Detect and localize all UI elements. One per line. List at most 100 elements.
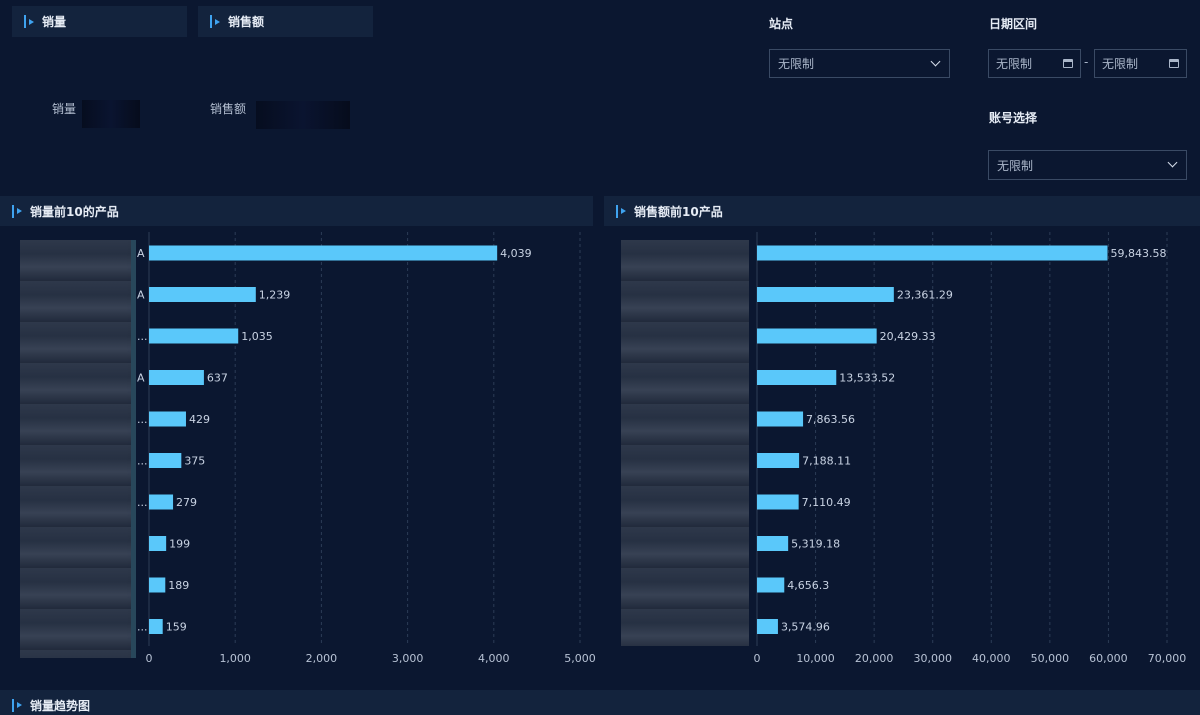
top-amount-bar-chart: 0 10,000 20,000 30,000 40,000 50,000 60,000 70,… <box>754 232 1187 665</box>
bar-value-label: 375 <box>184 455 205 468</box>
x-tick-label: 1,000 <box>219 652 251 665</box>
bar <box>757 328 877 344</box>
section-marker-icon <box>12 698 22 712</box>
category-label-suffix: ... <box>137 455 148 468</box>
account-select[interactable]: 无限制 <box>988 150 1187 180</box>
bar <box>757 494 799 510</box>
x-tick-label: 60,000 <box>1089 652 1128 665</box>
bar <box>149 287 256 302</box>
bar-value-label: 159 <box>166 621 187 634</box>
bar-value-label: 7,863.56 <box>806 413 855 426</box>
x-tick-label: 70,000 <box>1148 652 1187 665</box>
top-volume-bar-chart: 0 1,000 2,000 3,000 4,000 5,000 4,039 A 1,239 A 1,… <box>137 232 596 665</box>
bar-value-label: 429 <box>189 413 210 426</box>
bar-value-label: 1,239 <box>259 289 291 302</box>
bar-value-label: 7,110.49 <box>802 496 851 509</box>
bar-value-label: 13,533.52 <box>839 372 895 385</box>
bar-value-label: 59,843.58 <box>1111 247 1167 260</box>
section-trend-header: 销量趋势图 <box>0 690 1200 715</box>
date-separator: - <box>1084 55 1089 69</box>
bar <box>757 245 1108 261</box>
bar-value-label: 20,429.33 <box>880 330 936 343</box>
date-start-input[interactable]: 无限制 <box>988 49 1081 78</box>
tab-sales-volume[interactable]: 销量 <box>12 6 187 37</box>
date-end-input[interactable]: 无限制 <box>1094 49 1187 78</box>
section-top-amount-header: 销售额前10产品 <box>604 196 1200 226</box>
chevron-down-icon <box>1167 157 1178 168</box>
x-tick-label: 3,000 <box>392 652 424 665</box>
bar-value-label: 4,656.3 <box>787 579 829 592</box>
bar <box>149 370 204 385</box>
bar-value-label: 189 <box>168 579 189 592</box>
x-tick-label: 20,000 <box>855 652 894 665</box>
category-label-suffix: ... <box>137 621 148 634</box>
bar <box>757 577 785 593</box>
bar <box>757 411 804 427</box>
bar <box>149 328 239 344</box>
bar-value-label: 279 <box>176 496 197 509</box>
section-title: 销量前10的产品 <box>30 204 119 219</box>
date-range-label: 日期区间 <box>989 17 1038 31</box>
account-select-value: 无限制 <box>997 158 1034 173</box>
bar-value-label: 5,319.18 <box>791 538 840 551</box>
bar <box>757 536 789 551</box>
bar <box>149 536 167 551</box>
bar <box>757 619 778 634</box>
x-tick-label: 10,000 <box>796 652 835 665</box>
bar-value-label: 4,039 <box>500 247 532 260</box>
x-tick-label: 4,000 <box>478 652 510 665</box>
bar-value-label: 1,035 <box>241 330 272 343</box>
category-label-suffix: A <box>137 372 145 385</box>
bar <box>149 245 498 261</box>
section-title: 销售额前10产品 <box>634 204 723 219</box>
section-top-volume-header: 销量前10的产品 <box>0 196 593 226</box>
bar-value-label: 3,574.96 <box>781 621 830 634</box>
category-label-suffix: ... <box>137 413 148 426</box>
bar <box>757 453 800 468</box>
tab-sales-amount[interactable]: 销售额 <box>198 6 373 37</box>
section-marker-icon <box>210 15 220 28</box>
bar-value-label: 23,361.29 <box>897 289 953 302</box>
x-tick-label: 0 <box>146 652 153 665</box>
bar <box>757 370 837 385</box>
bar <box>149 453 182 468</box>
x-tick-label: 0 <box>754 652 761 665</box>
site-select[interactable]: 无限制 <box>769 49 950 78</box>
site-select-value: 无限制 <box>778 57 815 71</box>
kpi-sales-volume-value-redacted <box>82 100 140 128</box>
account-label: 账号选择 <box>989 111 1038 125</box>
date-start-value: 无限制 <box>996 57 1033 71</box>
tab-label: 销售额 <box>228 15 265 29</box>
category-label-suffix: A <box>137 289 145 302</box>
bar <box>149 494 174 510</box>
bar <box>149 411 186 427</box>
kpi-sales-amount-label: 销售额 <box>210 102 247 116</box>
x-tick-label: 50,000 <box>1031 652 1070 665</box>
kpi-sales-amount-value-redacted <box>256 101 350 129</box>
calendar-icon <box>1169 59 1179 68</box>
tab-label: 销量 <box>42 15 67 29</box>
category-label-suffix: ... <box>137 330 148 343</box>
product-names-redacted <box>20 240 136 658</box>
site-label: 站点 <box>769 17 794 31</box>
bar <box>149 577 166 593</box>
bar <box>757 287 894 302</box>
calendar-icon <box>1063 59 1073 68</box>
bar-value-label: 637 <box>207 372 228 385</box>
chevron-down-icon <box>930 56 941 67</box>
kpi-sales-volume-label: 销量 <box>52 102 77 116</box>
product-names-redacted <box>621 240 749 646</box>
bar <box>149 619 163 634</box>
bar-value-label: 7,188.11 <box>802 455 851 468</box>
bar-value-label: 199 <box>169 538 190 551</box>
section-marker-icon <box>12 204 22 218</box>
x-tick-label: 30,000 <box>913 652 952 665</box>
section-marker-icon <box>616 204 626 218</box>
category-label-suffix: ... <box>137 496 148 509</box>
category-label-suffix: A <box>137 247 145 260</box>
section-marker-icon <box>24 15 34 28</box>
section-title: 销量趋势图 <box>30 698 91 713</box>
x-tick-label: 40,000 <box>972 652 1011 665</box>
x-tick-label: 2,000 <box>306 652 338 665</box>
x-tick-label: 5,000 <box>564 652 596 665</box>
